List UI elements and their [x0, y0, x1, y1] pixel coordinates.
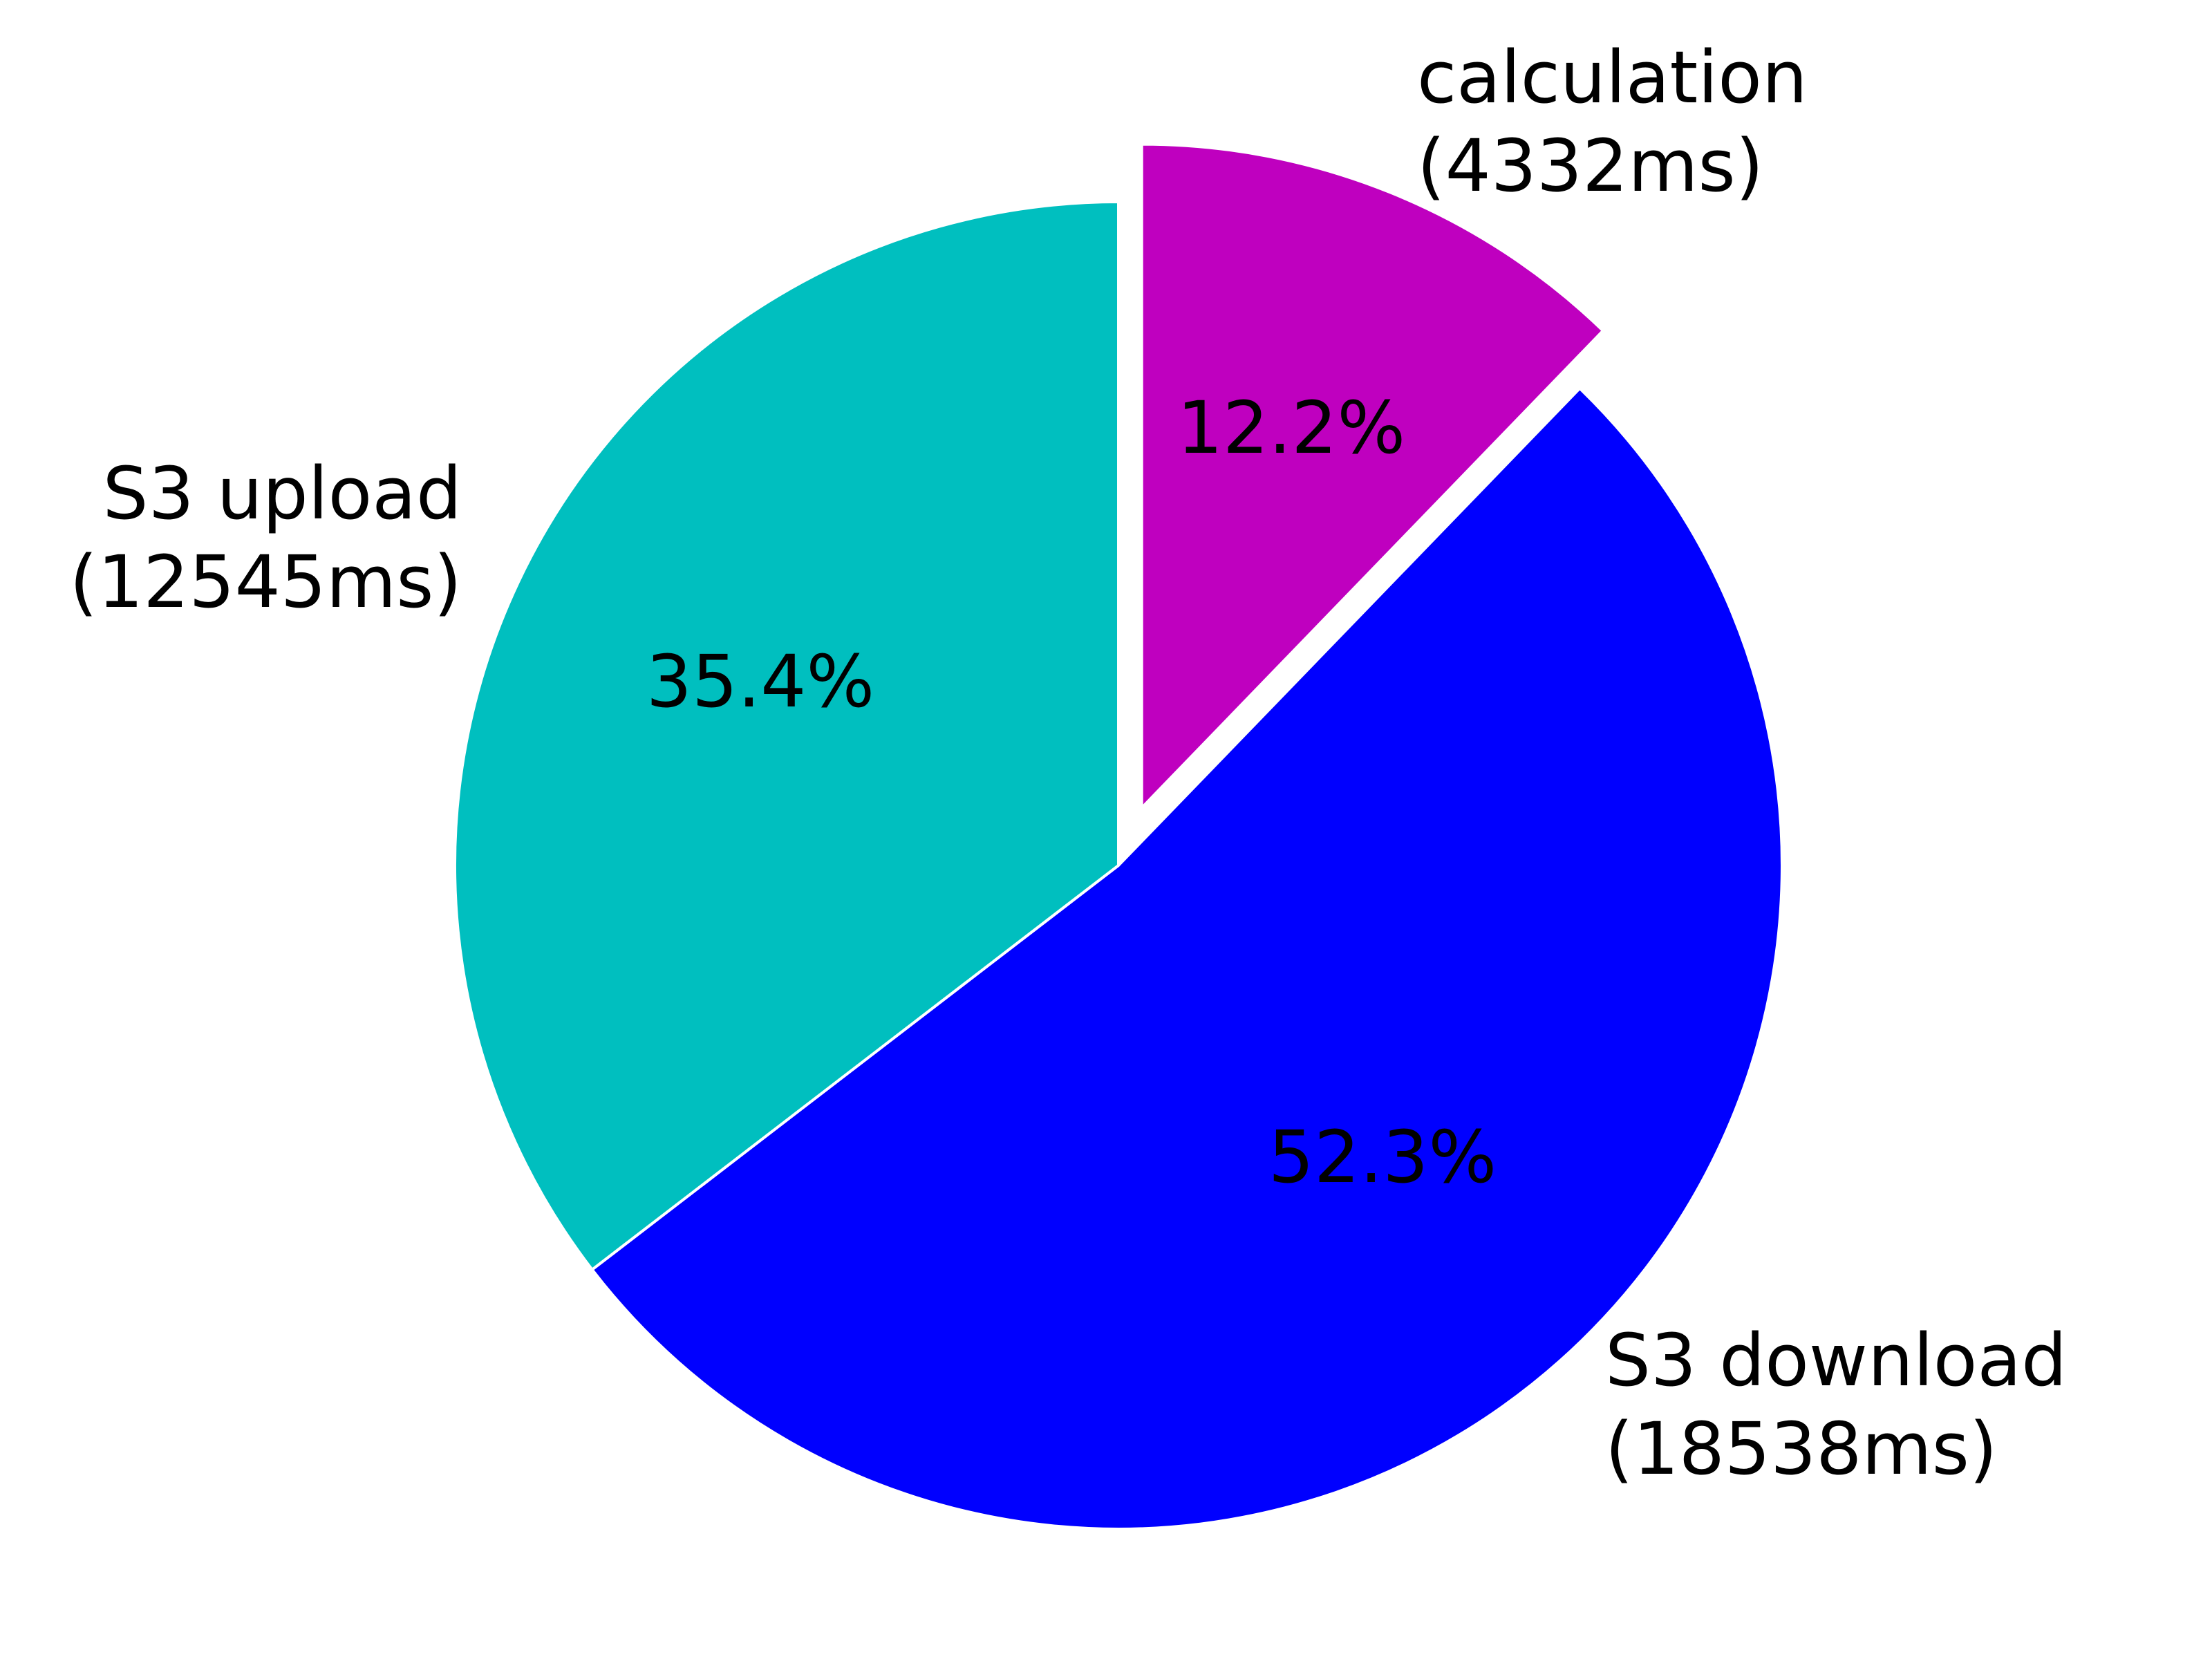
pie-slice-s3-upload	[453, 200, 1120, 1271]
percent-label-s3-upload: 35.4%	[646, 639, 874, 724]
slice-label-s3-upload: S3 upload	[103, 451, 462, 536]
slice-detail-s3-upload: (12545ms)	[70, 540, 462, 624]
pie-slices	[453, 142, 1783, 1530]
slice-detail-calculation: (4332ms)	[1417, 124, 1763, 208]
percent-label-calculation: 12.2%	[1177, 386, 1405, 470]
percent-label-s3-download: 52.3%	[1268, 1115, 1497, 1199]
pie-slice-calculation	[1140, 142, 1605, 809]
pie-slice-s3-download	[590, 386, 1783, 1530]
slice-label-s3-download: S3 download	[1605, 1318, 2067, 1403]
slice-detail-s3-download: (18538ms)	[1605, 1407, 1997, 1491]
slice-label-calculation: calculation	[1417, 35, 1808, 120]
